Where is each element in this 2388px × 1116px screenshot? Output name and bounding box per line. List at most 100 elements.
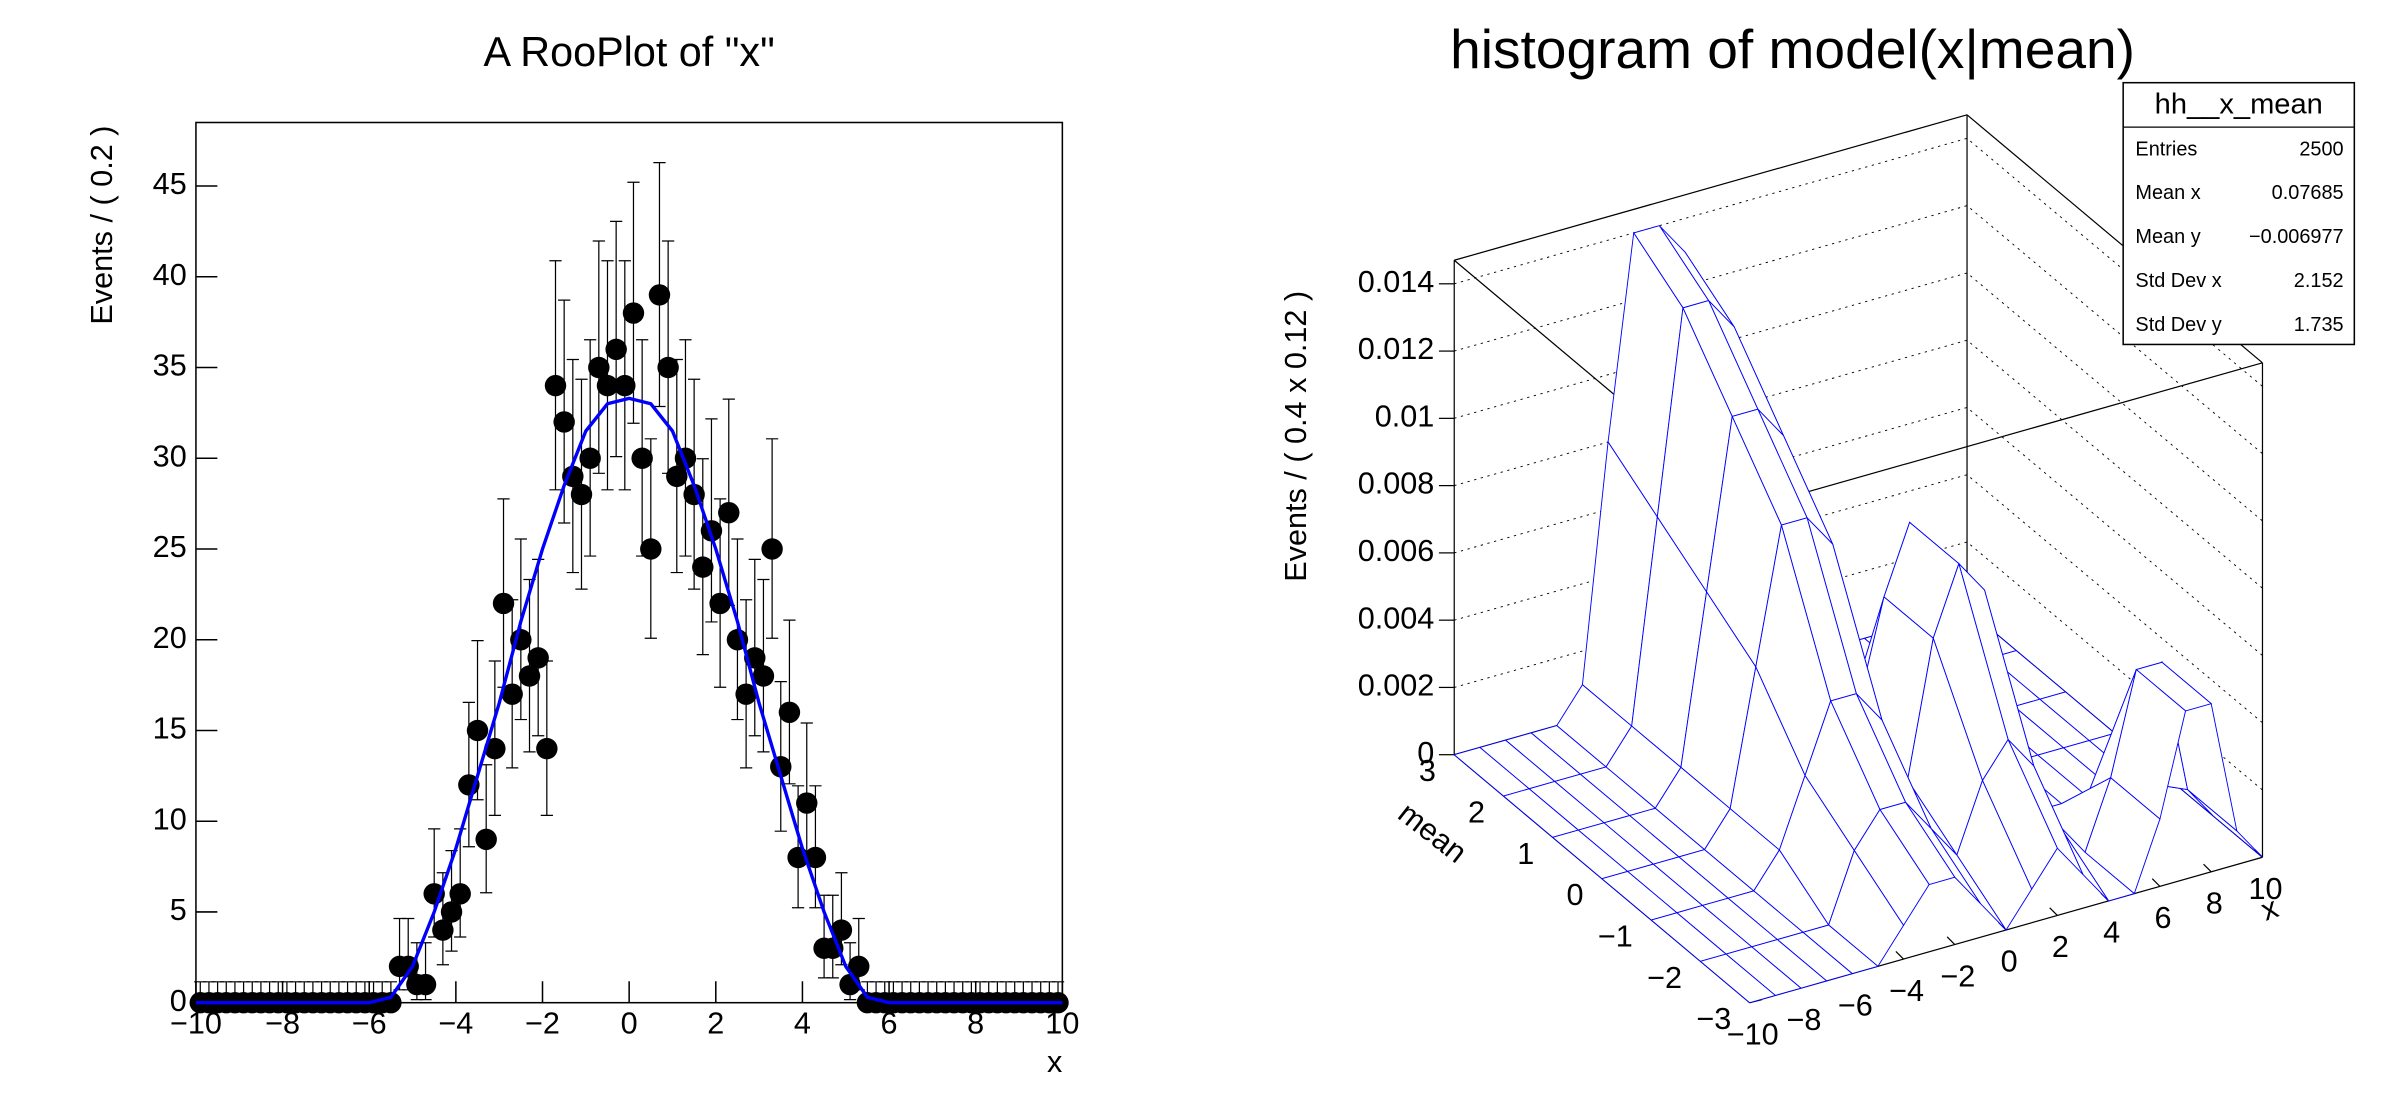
x-tick [1895, 950, 1904, 960]
z-tick-label: 0 [1417, 736, 1434, 770]
stats-box [2122, 81, 2356, 346]
stats-value: 0.07685 [2272, 182, 2344, 204]
data-point [414, 973, 437, 996]
y-tick-label: 20 [153, 621, 187, 655]
z-tick-label: 0.004 [1358, 601, 1435, 635]
y-tick-label: 40 [153, 258, 187, 292]
y-tick-label: 3 [1419, 754, 1436, 788]
y-tick-label: 10 [153, 802, 187, 836]
y-tick-label: 5 [170, 893, 187, 927]
model-curve [195, 396, 1063, 1005]
z-tick-label: 0.008 [1358, 467, 1435, 501]
data-point [484, 737, 506, 760]
x-axis-label: x [1047, 1045, 1062, 1079]
data-point [466, 719, 489, 742]
z-tick-label: 0.014 [1358, 265, 1435, 299]
x-tick-label: −8 [1787, 1003, 1822, 1037]
data-point [596, 374, 619, 397]
data-point [804, 846, 827, 869]
y-tick-label: 25 [153, 530, 187, 564]
data-point [631, 447, 653, 469]
data-point [657, 356, 679, 379]
data-point [614, 374, 636, 397]
x-tick-label: 2 [707, 1007, 724, 1041]
x-tick-label: 8 [967, 1007, 984, 1041]
data-point [640, 538, 662, 560]
stats-value: 1.735 [2294, 314, 2344, 336]
data-point [648, 284, 671, 306]
z-tick-label: 0.006 [1358, 534, 1435, 568]
y-tick-label: −3 [1696, 1002, 1731, 1036]
x-tick [1946, 936, 1956, 945]
y-tick-label: 2 [1468, 795, 1485, 829]
data-point [570, 483, 593, 506]
data-point [501, 683, 523, 705]
x-tick-label: 4 [794, 1007, 811, 1041]
x-tick [2049, 907, 2058, 916]
stats-title: hh__x_mean [2155, 88, 2323, 120]
stats-label: Mean y [2135, 226, 2200, 248]
x-tick-label: 10 [2249, 872, 2283, 906]
stats-value: −0.006977 [2249, 226, 2344, 248]
data-point [848, 955, 870, 978]
y-tick-label: 0 [1567, 878, 1584, 912]
stats-value: 2500 [2299, 138, 2343, 160]
surface-cell [1699, 953, 1777, 1004]
box-edge [1749, 362, 2263, 509]
data-point [553, 411, 575, 433]
x-tick-label: 4 [2103, 916, 2120, 950]
x-tick-label: −10 [1727, 1017, 1779, 1051]
x-tick-label: −4 [438, 1007, 473, 1041]
data-point [692, 556, 714, 578]
data-point [796, 792, 818, 814]
y-tick-label: −2 [1647, 961, 1682, 995]
x-tick-label: 6 [2154, 901, 2171, 935]
data-point [666, 465, 688, 488]
x-tick-label: 6 [881, 1007, 898, 1041]
chart-title: histogram of model(x|mean) [1450, 18, 2135, 80]
data-point [518, 665, 541, 687]
x-tick-label: 0 [621, 1007, 638, 1041]
stats-label: Entries [2135, 138, 2197, 160]
x-tick-label: −4 [1889, 974, 1924, 1008]
data-point [735, 683, 757, 705]
chart-title: A RooPlot of "x" [484, 29, 775, 75]
x-tick-label: −2 [525, 1007, 560, 1041]
x-tick [2151, 878, 2161, 887]
data-point [622, 302, 645, 324]
stats-label: Std Dev x [2135, 270, 2221, 292]
y-tick-label: −1 [1598, 919, 1633, 953]
data-point [588, 356, 610, 379]
y-axis-label: Events / ( 0.2 ) [85, 126, 119, 325]
z-tick-label: 0.01 [1375, 399, 1435, 433]
y-tick-label: 30 [153, 439, 187, 473]
data-point [830, 919, 853, 941]
z-tick-label: 0.012 [1358, 332, 1435, 366]
y-tick-label: 45 [153, 167, 187, 201]
data-point [440, 901, 463, 923]
x-tick-label: −6 [1838, 988, 1873, 1022]
data-point [432, 919, 454, 941]
data-point [475, 828, 497, 851]
x-tick [2203, 863, 2212, 873]
data-point [536, 737, 558, 760]
x-tick-label: −2 [1940, 959, 1975, 993]
data-point [544, 374, 567, 397]
data-point [492, 592, 515, 615]
data-point [709, 592, 731, 615]
y-tick-label: 1 [1517, 837, 1534, 871]
data-point [579, 447, 601, 469]
y-tick-label: 35 [153, 349, 187, 383]
stats-value: 2.152 [2294, 270, 2344, 292]
x-tick-label: 2 [2052, 930, 2069, 964]
x-tick-label: 8 [2206, 887, 2223, 921]
data-point [449, 883, 471, 905]
y-tick-label: 15 [153, 712, 187, 746]
data-point [778, 701, 801, 724]
data-point [605, 338, 627, 361]
stats-label: Mean x [2135, 182, 2200, 204]
data-point [527, 647, 549, 669]
